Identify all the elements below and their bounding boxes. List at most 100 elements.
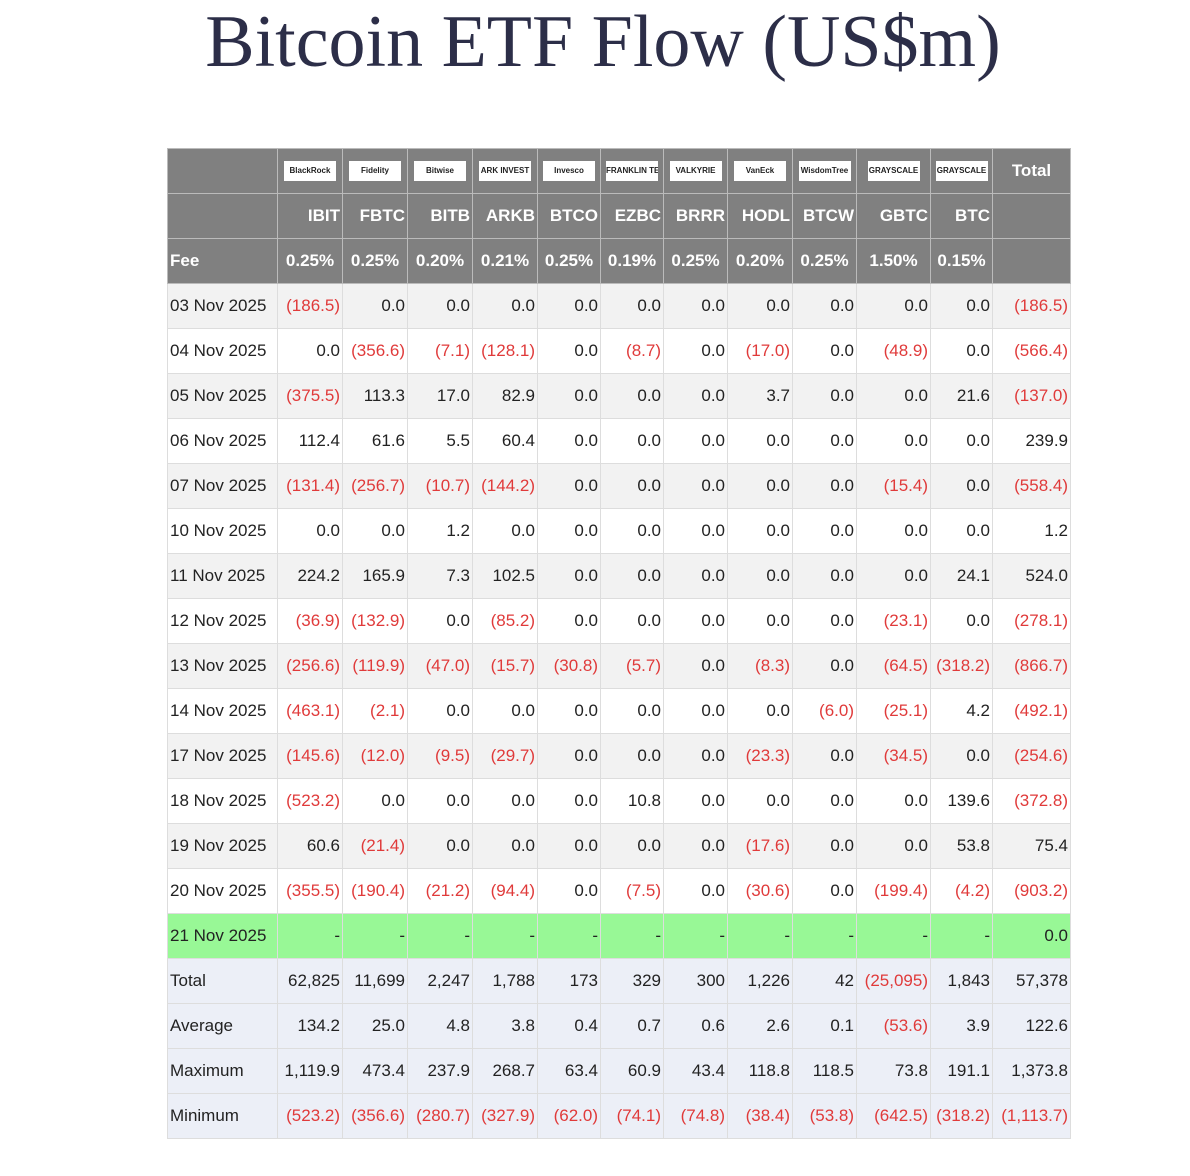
flow-cell: 0.0 bbox=[342, 283, 408, 329]
flow-value: 11,699 bbox=[354, 971, 405, 990]
flow-cell: (85.2) bbox=[472, 598, 538, 644]
flow-value: (9.5) bbox=[435, 746, 470, 765]
flow-cell: 1,226 bbox=[727, 958, 793, 1004]
flow-cell: (10.7) bbox=[407, 463, 473, 509]
flow-cell: 0.0 bbox=[663, 373, 728, 419]
flow-value: - bbox=[464, 926, 470, 945]
flow-cell: 0.0 bbox=[537, 778, 601, 824]
date-row: 14 Nov 2025 (463.1) (2.1) 0.0 0.0 0.0 0.0 0.0 0.… bbox=[167, 688, 1071, 734]
flow-cell: 0.0 bbox=[727, 508, 793, 554]
flow-cell: (131.4) bbox=[277, 463, 343, 509]
flow-cell: 0.0 bbox=[792, 328, 857, 374]
flow-value: (254.6) bbox=[1014, 746, 1068, 765]
flow-value: 0.0 bbox=[830, 836, 854, 855]
flow-value: 0.0 bbox=[701, 836, 725, 855]
ticker: BRRR bbox=[663, 193, 728, 239]
flow-cell: 3.8 bbox=[472, 1003, 538, 1049]
flow-cell: 2,247 bbox=[407, 958, 473, 1004]
flow-cell: (8.3) bbox=[727, 643, 793, 689]
flow-cell: 3.7 bbox=[727, 373, 793, 419]
date-row: 12 Nov 2025 (36.9) (132.9) 0.0 (85.2) 0.0 0.0 0… bbox=[167, 598, 1071, 644]
flow-cell: 0.0 bbox=[792, 283, 857, 329]
flow-value: 25.0 bbox=[371, 1016, 405, 1035]
flow-value: 1,788 bbox=[492, 971, 535, 990]
flow-cell: (903.2) bbox=[992, 868, 1071, 914]
flow-cell: 0.0 bbox=[600, 733, 664, 779]
flow-value: (1,113.7) bbox=[1001, 1106, 1068, 1125]
flow-cell: 0.0 bbox=[856, 823, 931, 869]
flow-value: 0.0 bbox=[701, 566, 725, 585]
flow-cell: (144.2) bbox=[472, 463, 538, 509]
flow-value: 0.0 bbox=[966, 476, 990, 495]
row-label: Minimum bbox=[167, 1093, 278, 1139]
flow-value: (15.7) bbox=[490, 656, 535, 675]
flow-value: 0.0 bbox=[830, 341, 854, 360]
flow-value: 0.0 bbox=[574, 701, 598, 720]
flow-cell: 63.4 bbox=[537, 1048, 601, 1094]
flow-value: (131.4) bbox=[286, 476, 340, 495]
flow-cell: 61.6 bbox=[342, 418, 408, 464]
flow-cell: 0.0 bbox=[600, 463, 664, 509]
flow-cell: 0.0 bbox=[930, 508, 993, 554]
flow-value: 0.0 bbox=[574, 836, 598, 855]
flow-cell: (492.1) bbox=[992, 688, 1071, 734]
flow-value: (8.3) bbox=[755, 656, 790, 675]
flow-value: (12.0) bbox=[360, 746, 405, 765]
flow-value: 57,378 bbox=[1016, 971, 1068, 990]
flow-value: (30.6) bbox=[745, 881, 790, 900]
ticker: GBTC bbox=[856, 193, 931, 239]
flow-value: 0.0 bbox=[637, 611, 661, 630]
table-body: BlackRock Fidelity Bitwise ARK INVEST Invesc… bbox=[167, 148, 1071, 1139]
flow-value: (280.7) bbox=[416, 1106, 470, 1125]
flow-cell: 0.0 bbox=[407, 283, 473, 329]
fee: 0.25% bbox=[792, 238, 857, 284]
logo-cell: VALKYRIE bbox=[663, 148, 728, 194]
flow-cell: (74.8) bbox=[663, 1093, 728, 1139]
flow-cell: 0.0 bbox=[792, 463, 857, 509]
flow-value: 0.0 bbox=[446, 791, 470, 810]
date-row: 13 Nov 2025 (256.6) (119.9) (47.0) (15.7) (30… bbox=[167, 643, 1071, 689]
flow-value: (15.4) bbox=[883, 476, 928, 495]
flow-cell: (21.4) bbox=[342, 823, 408, 869]
flow-cell: (254.6) bbox=[992, 733, 1071, 779]
flow-cell: (280.7) bbox=[407, 1093, 473, 1139]
flow-value: 0.0 bbox=[637, 836, 661, 855]
flow-value: 0.0 bbox=[830, 656, 854, 675]
flow-value: 0.0 bbox=[511, 521, 535, 540]
flow-value: 0.0 bbox=[966, 521, 990, 540]
ticker: HODL bbox=[727, 193, 793, 239]
flow-cell: 0.0 bbox=[792, 373, 857, 419]
flow-cell: - bbox=[930, 913, 993, 959]
flow-value: 113.3 bbox=[363, 386, 405, 405]
flow-cell: (186.5) bbox=[277, 283, 343, 329]
flow-value: 1,226 bbox=[747, 971, 790, 990]
flow-cell: 0.0 bbox=[663, 553, 728, 599]
fee: 0.21% bbox=[472, 238, 538, 284]
flow-value: 0.0 bbox=[766, 431, 790, 450]
flow-value: 0.0 bbox=[701, 521, 725, 540]
flow-cell: 0.0 bbox=[727, 598, 793, 644]
flow-cell: (372.8) bbox=[992, 778, 1071, 824]
flow-cell: 0.0 bbox=[537, 733, 601, 779]
blank-cell bbox=[992, 238, 1071, 284]
flow-cell: - bbox=[600, 913, 664, 959]
summary-row: Average 134.2 25.0 4.8 3.8 0.4 0.7 0.6 2.6 0.1 (53… bbox=[167, 1003, 1071, 1049]
flow-cell: 82.9 bbox=[472, 373, 538, 419]
flow-cell: (132.9) bbox=[342, 598, 408, 644]
flow-cell: (74.1) bbox=[600, 1093, 664, 1139]
row-label: 21 Nov 2025 bbox=[167, 913, 278, 959]
flow-cell: (17.0) bbox=[727, 328, 793, 374]
flow-cell: 139.6 bbox=[930, 778, 993, 824]
flow-value: (85.2) bbox=[490, 611, 535, 630]
flow-value: 0.0 bbox=[966, 611, 990, 630]
flow-value: - bbox=[334, 926, 340, 945]
flow-cell: 0.0 bbox=[792, 643, 857, 689]
issuer-logo: WisdomTree bbox=[798, 161, 851, 182]
flow-value: 7.3 bbox=[446, 566, 470, 585]
row-label: 10 Nov 2025 bbox=[167, 508, 278, 554]
flow-value: 0.0 bbox=[574, 611, 598, 630]
flow-cell: 0.0 bbox=[600, 418, 664, 464]
flow-value: 21.6 bbox=[956, 386, 990, 405]
flow-cell: 0.0 bbox=[792, 553, 857, 599]
